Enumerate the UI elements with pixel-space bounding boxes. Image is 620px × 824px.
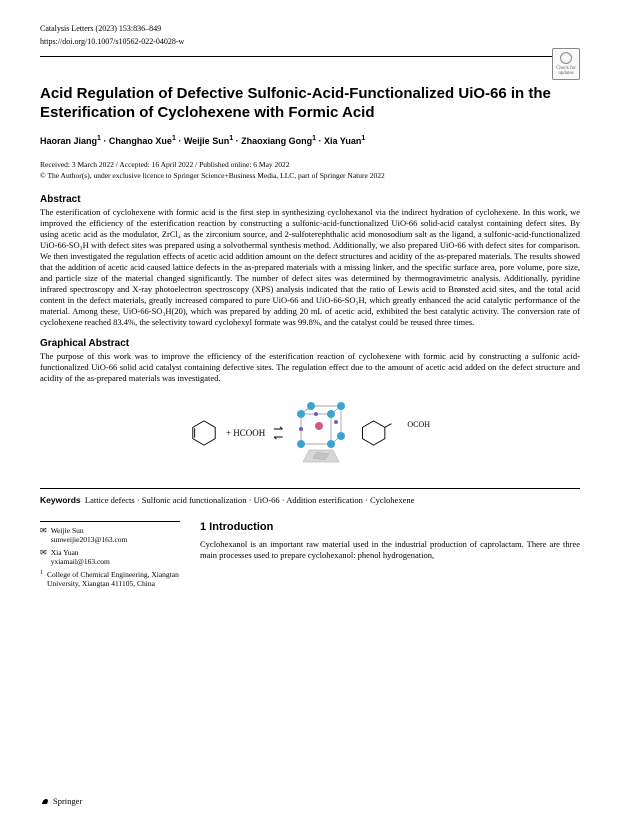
introduction-heading: 1 Introduction [200,521,580,533]
article-title: Acid Regulation of Defective Sulfonic-Ac… [40,85,580,123]
doi-link[interactable]: https://doi.org/10.1007/s10562-022-04028… [40,37,580,46]
author-4: Zhaoxiang Gong [241,136,312,146]
corr-author-1-email[interactable]: sunweijie2013@163.com [51,535,128,544]
updates-circle-icon [560,52,572,64]
header-divider [40,56,580,57]
equilibrium-arrows-icon: ⇀↽ [273,425,283,442]
envelope-icon: ✉ [40,548,47,566]
check-for-updates-badge[interactable]: Check for updates [552,48,580,80]
author-5: Xia Yuan [324,136,361,146]
correspondence-block: ✉ Weijie Sun sunweijie2013@163.com ✉ Xia… [40,521,180,588]
affiliation-text: College of Chemical Engineering, Xiangta… [47,570,180,588]
article-dates: Received: 3 March 2022 / Accepted: 16 Ap… [40,160,580,169]
journal-reference: Catalysis Letters (2023) 153:836–849 [40,24,161,33]
introduction-text: Cyclohexanol is an important raw materia… [200,539,580,561]
envelope-icon: ✉ [40,526,47,544]
corr-author-1-name: Weijie Sun [51,526,128,535]
keywords-text: Lattice defects · Sulfonic acid function… [85,495,415,505]
keywords-label: Keywords [40,495,81,505]
graphical-abstract-text: The purpose of this work was to improve … [40,351,580,384]
cyclohexene-icon [190,419,218,447]
publisher-logo: Springer [40,796,82,806]
publisher-name: Springer [53,796,82,806]
affiliation-number: 1 [40,570,43,588]
corr-author-2-email[interactable]: yxiamail@163.com [51,557,110,566]
cyclohexyl-formate-icon [359,419,407,447]
copyright-line: © The Author(s), under exclusive licence… [40,171,580,180]
updates-text-2: updates [558,71,573,76]
keywords-section: Keywords Lattice defects · Sulfonic acid… [40,488,580,505]
author-2: Changhao Xue [109,136,172,146]
author-1: Haoran Jiang [40,136,97,146]
abstract-text: The esterification of cyclohexene with f… [40,207,580,329]
corr-author-2-name: Xia Yuan [51,548,110,557]
graphical-abstract-heading: Graphical Abstract [40,338,580,349]
springer-horse-icon [40,796,50,806]
author-list: Haoran Jiang1 · Changhao Xue1 · Weijie S… [40,135,580,146]
mof-structure-icon [291,402,351,464]
author-3: Weijie Sun [184,136,229,146]
graphical-abstract-figure: + HCOOH ⇀↽ [40,392,580,474]
reagent-formic-acid: + HCOOH [226,428,265,438]
product-label: OCOH [407,420,430,429]
abstract-heading: Abstract [40,194,580,205]
